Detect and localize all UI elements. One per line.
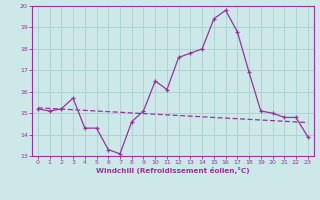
- X-axis label: Windchill (Refroidissement éolien,°C): Windchill (Refroidissement éolien,°C): [96, 167, 250, 174]
